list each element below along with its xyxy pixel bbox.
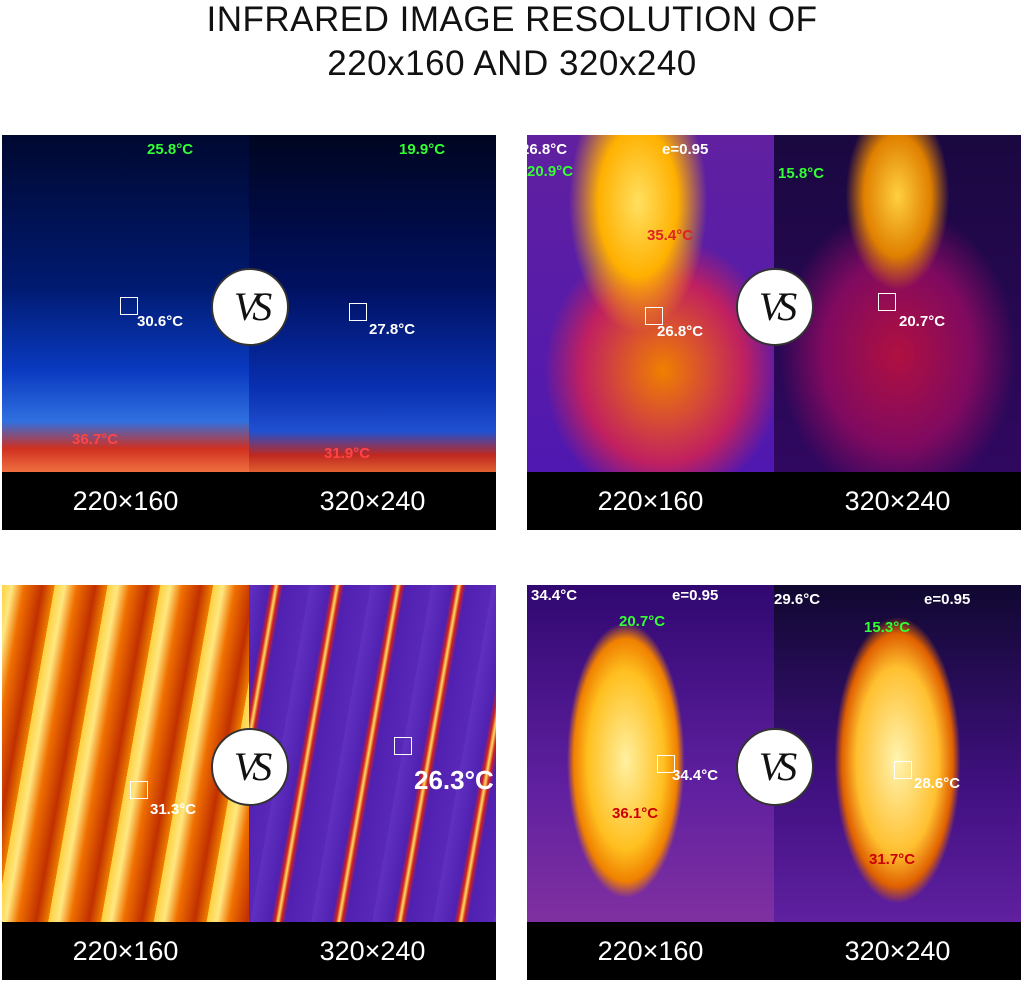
comparison-panel: 25.8°C 30.6°C 36.7°C 220×160 19.9°C 27.8°C 31.… xyxy=(2,135,497,530)
resolution-label: 320×240 xyxy=(774,472,1021,530)
temperature-reading: e=0.95 xyxy=(662,141,709,158)
temperature-reading: 31.3°C xyxy=(150,801,197,818)
resolution-label: 320×240 xyxy=(774,922,1021,980)
temperature-reading: 31.9°C xyxy=(324,445,371,462)
comparison-panel: 34.4°C e=0.95 20.7°C 34.4°C 36.1°C 220×160 29.… xyxy=(527,585,1022,980)
temperature-reading: 34.4°C xyxy=(672,767,719,784)
temperature-reading: 15.3°C xyxy=(864,619,911,636)
comparison-panel: 26.8°Ce=0.9520.9°C35.4°C26.8°C220×16015.… xyxy=(527,135,1022,530)
thermal-image: 26.8°C e=0.95 20.9°C 35.4°C 26.8°C xyxy=(527,135,774,472)
resolution-label: 220×160 xyxy=(527,922,774,980)
thermal-image: 25.8°C 30.6°C 36.7°C xyxy=(2,135,249,472)
resolution-label: 220×160 xyxy=(527,472,774,530)
temperature-reading: e=0.95 xyxy=(924,591,971,608)
resolution-label: 220×160 xyxy=(2,472,249,530)
crosshair xyxy=(894,761,912,779)
temperature-reading: 15.8°C xyxy=(778,165,825,182)
temperature-reading: 20.7°C xyxy=(619,613,666,630)
resolution-label: 320×240 xyxy=(249,922,496,980)
crosshair xyxy=(120,297,138,315)
resolution-label: 220×160 xyxy=(2,922,249,980)
temperature-reading: 26.8°C xyxy=(657,323,704,340)
temperature-reading: e=0.95 xyxy=(672,587,719,604)
thermal-image: 29.6°C e=0.95 15.3°C 28.6°C 31.7°C xyxy=(774,585,1021,922)
temperature-reading: 28.6°C xyxy=(914,775,961,792)
temperature-reading: 30.6°C xyxy=(137,313,184,330)
temperature-reading: 26.8°C xyxy=(527,141,568,158)
temperature-reading: 20.7°C xyxy=(899,313,946,330)
thermal-image: 34.4°C e=0.95 20.7°C 34.4°C 36.1°C xyxy=(527,585,774,922)
temperature-reading: 36.1°C xyxy=(612,805,659,822)
temperature-reading: 27.8°C xyxy=(369,321,416,338)
comparison-panel: 31.3°C 220×160 26.3°C 320×240 VS xyxy=(2,585,497,980)
thermal-image: 19.9°C 27.8°C 31.9°C xyxy=(249,135,496,472)
temperature-reading: 34.4°C xyxy=(531,587,578,604)
temperature-reading: 25.8°C xyxy=(147,141,194,158)
temperature-reading: 26.3°C xyxy=(414,765,494,795)
title-line: 220x160 AND 320x240 xyxy=(327,44,697,83)
temperature-reading: 31.7°C xyxy=(869,851,916,868)
temperature-reading: 20.9°C xyxy=(527,163,574,180)
temperature-reading: 36.7°C xyxy=(72,431,119,448)
crosshair xyxy=(349,303,367,321)
temperature-reading: 29.6°C xyxy=(774,591,821,608)
crosshair xyxy=(130,781,148,799)
temperature-reading: 19.9°C xyxy=(399,141,446,158)
crosshair xyxy=(394,737,412,755)
crosshair xyxy=(878,293,896,311)
vs-badge: VS xyxy=(736,728,814,806)
crosshair xyxy=(657,755,675,773)
title-line: INFRARED IMAGE RESOLUTION OF xyxy=(206,0,818,39)
thermal-image: 26.3°C xyxy=(249,585,496,922)
vs-badge: VS xyxy=(211,268,289,346)
thermal-image: 31.3°C xyxy=(2,585,249,922)
crosshair xyxy=(645,307,663,325)
thermal-image: 15.8°C 20.7°C xyxy=(774,135,1021,472)
vs-badge: VS xyxy=(736,268,814,346)
temperature-reading: 35.4°C xyxy=(647,227,694,244)
resolution-label: 320×240 xyxy=(249,472,496,530)
vs-badge: VS xyxy=(211,728,289,806)
